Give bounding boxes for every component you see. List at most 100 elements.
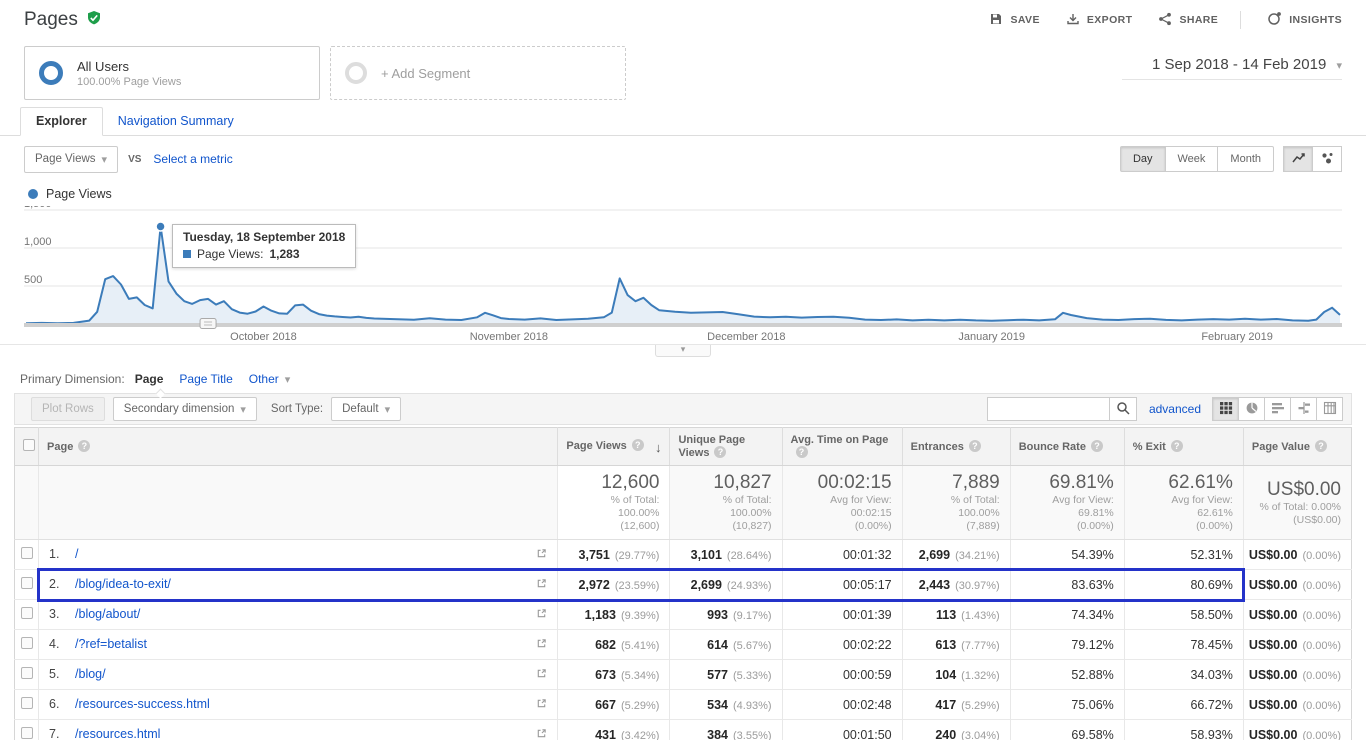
column-header-page-value[interactable]: Page Value — [1242, 427, 1352, 466]
page-link[interactable]: /?ref=betalist — [75, 637, 147, 651]
plot-rows-button[interactable]: Plot Rows — [31, 397, 105, 421]
help-icon[interactable] — [714, 446, 727, 458]
save-icon — [989, 12, 1003, 29]
performance-view-button[interactable] — [1264, 397, 1291, 421]
open-page-icon[interactable] — [536, 548, 547, 562]
advanced-search-link[interactable]: advanced — [1148, 402, 1201, 416]
page-link[interactable]: /resources-success.html — [75, 697, 210, 711]
chart-tooltip: Tuesday, 18 September 2018 Page Views: 1… — [172, 224, 357, 268]
row-checkbox[interactable] — [20, 667, 33, 679]
help-icon[interactable] — [78, 440, 91, 452]
open-page-icon[interactable] — [536, 638, 547, 652]
table-search-input[interactable] — [986, 397, 1109, 421]
table-row: 3. /blog/about/1,183 (9.39%) 993 (9.17%) 00:0… — [14, 599, 1352, 630]
granularity-month-button[interactable]: Month — [1217, 146, 1274, 172]
vs-label: vs — [128, 153, 142, 165]
insights-button[interactable]: INSIGHTS — [1267, 11, 1342, 29]
table-row: 5. /blog/673 (5.34%) 577 (5.33%) 00:00:59 104(… — [14, 659, 1352, 690]
add-segment-button[interactable]: + Add Segment — [330, 46, 626, 100]
bounce-rate-cell: 74.34% — [1009, 599, 1125, 630]
svg-text:October 2018: October 2018 — [230, 331, 297, 343]
search-button[interactable] — [1108, 397, 1137, 421]
page-link[interactable]: /blog/ — [75, 667, 106, 681]
secondary-dimension-dropdown[interactable]: Secondary dimension — [112, 397, 257, 421]
row-number: 1. — [49, 547, 60, 561]
insights-icon — [1267, 11, 1282, 29]
open-page-icon[interactable] — [536, 578, 547, 592]
segment-row: All Users 100.00% Page Views + Add Segme… — [0, 40, 1366, 100]
granularity-day-button[interactable]: Day — [1119, 146, 1166, 172]
column-header-exit[interactable]: % Exit — [1123, 427, 1244, 466]
report-tabs: Explorer Navigation Summary — [0, 107, 1366, 136]
timeseries-chart[interactable]: 500 1,000 1,500 October 2018 November 2018 De… — [24, 198, 1342, 344]
line-chart-view-button[interactable] — [1283, 146, 1313, 172]
series-color-dot-icon — [28, 189, 38, 199]
performance-view-icon — [1271, 401, 1285, 418]
segment-all-users[interactable]: All Users 100.00% Page Views — [24, 46, 320, 100]
row-number: 4. — [49, 637, 60, 651]
dimension-other-dropdown[interactable]: Other — [249, 372, 291, 386]
column-header-unique-page-views[interactable]: Unique Page Views — [669, 427, 783, 466]
totals-row: 12,600% of Total: 100.00% (12,600) 10,827… — [14, 465, 1352, 540]
column-header-page-views[interactable]: Page Views — [557, 427, 670, 466]
row-checkbox[interactable] — [20, 637, 33, 649]
row-checkbox[interactable] — [20, 577, 33, 589]
export-button[interactable]: EXPORT — [1066, 12, 1133, 29]
motion-chart-icon — [1320, 151, 1335, 168]
table-row: 6. /resources-success.html 667 (5.29%) 534 (4… — [14, 689, 1352, 720]
data-table-view-button[interactable] — [1212, 397, 1239, 421]
column-header-entrances[interactable]: Entrances — [901, 427, 1011, 466]
verified-shield-icon — [86, 10, 102, 31]
column-header-bounce-rate[interactable]: Bounce Rate — [1009, 427, 1125, 466]
motion-chart-view-button[interactable] — [1312, 146, 1342, 172]
pivot-view-button[interactable] — [1316, 397, 1343, 421]
column-header-page[interactable]: Page — [38, 427, 558, 466]
select-all-checkbox[interactable] — [23, 439, 35, 451]
sort-type-dropdown[interactable]: Default — [331, 397, 402, 421]
tab-explorer[interactable]: Explorer — [20, 107, 103, 136]
entrances-cell: 2,443 (30.97%) — [901, 569, 1011, 600]
help-icon[interactable] — [1170, 440, 1183, 452]
share-button[interactable]: SHARE — [1158, 12, 1218, 29]
entrances-cell: 104 (1.32%) — [901, 659, 1011, 690]
open-page-icon[interactable] — [536, 728, 547, 740]
help-icon[interactable] — [631, 438, 644, 451]
page-link[interactable]: /resources.html — [75, 727, 161, 740]
row-checkbox[interactable] — [20, 607, 33, 619]
row-number: 5. — [49, 667, 60, 681]
select-a-metric-link[interactable]: Select a metric — [153, 152, 233, 166]
table-row: 7. /resources.html 431 (3.42%) 384 (3.55%) 00:… — [14, 719, 1352, 740]
granularity-group: Day Week Month — [1119, 146, 1274, 172]
open-page-icon[interactable] — [536, 698, 547, 712]
page-link[interactable]: / — [75, 547, 79, 561]
page-link[interactable]: /blog/about/ — [75, 607, 141, 621]
granularity-week-button[interactable]: Week — [1164, 146, 1219, 172]
primary-dimension-bar: Primary Dimension: Page Page Title Other — [0, 371, 1366, 387]
row-checkbox[interactable] — [20, 547, 33, 559]
chart-canvas[interactable]: 500 1,000 1,500 October 2018 November 2018 De… — [24, 198, 1342, 344]
sort-desc-icon[interactable] — [655, 440, 662, 455]
help-icon[interactable] — [1090, 440, 1103, 452]
row-checkbox[interactable] — [20, 697, 33, 709]
metric-selector-dropdown[interactable]: Page Views — [24, 145, 119, 173]
dimension-page[interactable]: Page — [134, 372, 164, 386]
help-icon[interactable] — [1314, 440, 1327, 452]
date-range-selector[interactable]: 1 Sep 2018 - 14 Feb 2019 — [1122, 56, 1342, 80]
column-header-avg-time[interactable]: Avg. Time on Page — [781, 427, 903, 466]
percentage-view-button[interactable] — [1238, 397, 1265, 421]
open-page-icon[interactable] — [536, 668, 547, 682]
help-icon[interactable] — [968, 440, 981, 452]
save-button[interactable]: SAVE — [989, 12, 1039, 29]
row-checkbox[interactable] — [20, 727, 33, 739]
open-page-icon[interactable] — [536, 608, 547, 622]
tab-navigation-summary[interactable]: Navigation Summary — [117, 114, 234, 128]
collapse-chart-tab[interactable]: ▾ — [655, 345, 711, 357]
bounce-rate-cell: 54.39% — [1009, 539, 1125, 570]
line-chart-icon — [1291, 151, 1306, 168]
page-link[interactable]: /blog/idea-to-exit/ — [75, 577, 171, 591]
row-number: 2. — [49, 577, 60, 591]
comparison-view-button[interactable] — [1290, 397, 1317, 421]
dimension-page-title[interactable]: Page Title — [179, 372, 233, 386]
help-icon[interactable] — [795, 446, 808, 458]
entrances-cell: 417 (5.29%) — [901, 689, 1011, 720]
